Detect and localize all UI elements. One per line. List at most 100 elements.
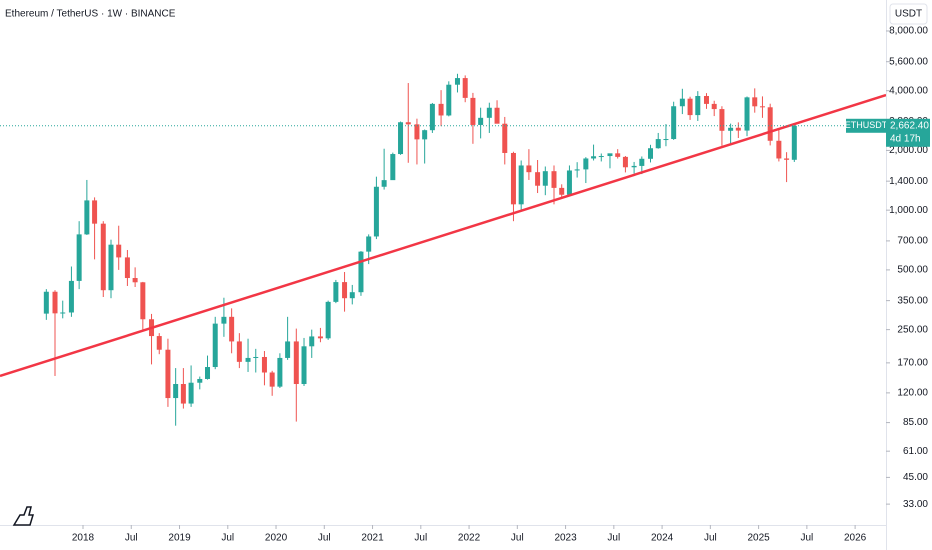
candle-body — [398, 122, 404, 155]
candle-body — [526, 165, 532, 173]
candle-body — [776, 140, 782, 159]
candle-body — [648, 148, 654, 159]
x-tick-label: Jul — [414, 533, 427, 544]
axes: 8,000.005,600.004,000.002,800.002,000.00… — [72, 26, 930, 544]
candle-body — [325, 301, 331, 339]
candle-body — [615, 153, 621, 157]
candle-body — [165, 349, 171, 399]
candle-body — [229, 316, 235, 342]
candle-body — [173, 384, 179, 399]
trendline — [0, 93, 886, 378]
candle-body — [486, 107, 492, 118]
candle-body — [180, 384, 186, 404]
candle-body — [687, 98, 693, 116]
y-tick-label: 120.00 — [897, 388, 928, 399]
candle-body — [446, 84, 452, 116]
symbol-label-box — [846, 118, 886, 133]
y-tick-label: 45.00 — [903, 472, 928, 483]
x-tick-label: 2018 — [72, 533, 95, 544]
x-tick-label: Jul — [125, 533, 138, 544]
candle-body — [502, 123, 508, 153]
candle-body — [236, 341, 242, 362]
candle-body — [124, 257, 130, 279]
candle-body — [663, 139, 669, 141]
candle-body — [390, 154, 396, 181]
candle-body — [414, 124, 420, 140]
candle-body — [188, 382, 194, 404]
y-tick-label: 61.00 — [903, 446, 928, 457]
candle-body — [92, 200, 98, 224]
candle-body — [52, 291, 58, 314]
candle-body — [711, 103, 717, 110]
x-tick-label: 2019 — [168, 533, 191, 544]
currency: USDT — [895, 9, 922, 20]
candle-body — [221, 316, 227, 324]
candle-body — [116, 244, 122, 258]
candle-body — [212, 323, 218, 368]
candle-body — [671, 106, 677, 140]
y-tick-label: 8,000.00 — [889, 26, 928, 37]
candle-body — [43, 291, 49, 314]
y-tick-label: 4,000.00 — [889, 85, 928, 96]
x-tick-label: 2022 — [458, 533, 481, 544]
candle-body — [518, 165, 524, 205]
candle-body — [358, 251, 364, 293]
y-tick-label: 1,000.00 — [889, 205, 928, 216]
candle-body — [752, 97, 758, 107]
y-tick-label: 1,400.00 — [889, 176, 928, 187]
x-tick-label: Jul — [704, 533, 717, 544]
candle-body — [293, 341, 299, 385]
candle-body — [261, 356, 267, 373]
price-label-box — [886, 118, 930, 147]
candle-body — [253, 356, 259, 358]
y-tick-label: 250.00 — [897, 324, 928, 335]
candle-body — [735, 127, 741, 131]
x-tick-label: Jul — [800, 533, 813, 544]
candle-body — [607, 153, 613, 157]
candle-body — [429, 103, 435, 131]
y-tick-label: 500.00 — [897, 265, 928, 276]
candle-body — [366, 236, 372, 252]
candle-body — [381, 180, 387, 187]
x-tick-label: 2024 — [651, 533, 674, 544]
candle-body — [349, 292, 355, 299]
candle-body — [566, 170, 572, 195]
candle-body — [583, 158, 589, 170]
x-tick-label: 2021 — [361, 533, 384, 544]
candle-body — [655, 139, 661, 149]
x-tick-label: Jul — [221, 533, 234, 544]
candle-body — [478, 117, 484, 125]
candle-body — [639, 158, 645, 166]
candle-body — [728, 127, 734, 131]
x-tick-label: Jul — [511, 533, 524, 544]
price-label: 2,662.40 — [890, 120, 929, 131]
plot-area — [0, 73, 886, 426]
y-tick-label: 5,600.00 — [889, 56, 928, 67]
countdown: 4d 17h — [890, 133, 921, 144]
candle-body — [317, 336, 323, 339]
candle-body — [598, 156, 604, 158]
candle-body — [285, 341, 291, 358]
currency-box[interactable] — [889, 3, 928, 25]
candle-body — [719, 109, 725, 131]
candle-body — [60, 312, 66, 314]
candle-body — [277, 357, 283, 387]
chart-title: Ethereum / TetherUS · 1W · BINANCE — [5, 9, 176, 20]
candle-body — [622, 156, 628, 168]
x-tick-label: 2025 — [747, 533, 770, 544]
candle-body — [462, 78, 468, 98]
candle-body — [197, 378, 203, 383]
candle-body — [695, 95, 701, 116]
candle-body — [84, 200, 90, 235]
tradingview-logo — [12, 506, 35, 526]
candle-body — [784, 158, 790, 160]
y-tick-label: 2,000.00 — [889, 145, 928, 156]
candle-body — [542, 171, 548, 186]
x-tick-label: Jul — [318, 533, 331, 544]
candle-body — [333, 282, 339, 302]
candle-body — [205, 367, 211, 379]
candle-body — [309, 336, 315, 347]
candle-body — [470, 97, 476, 125]
candle-body — [551, 171, 557, 188]
